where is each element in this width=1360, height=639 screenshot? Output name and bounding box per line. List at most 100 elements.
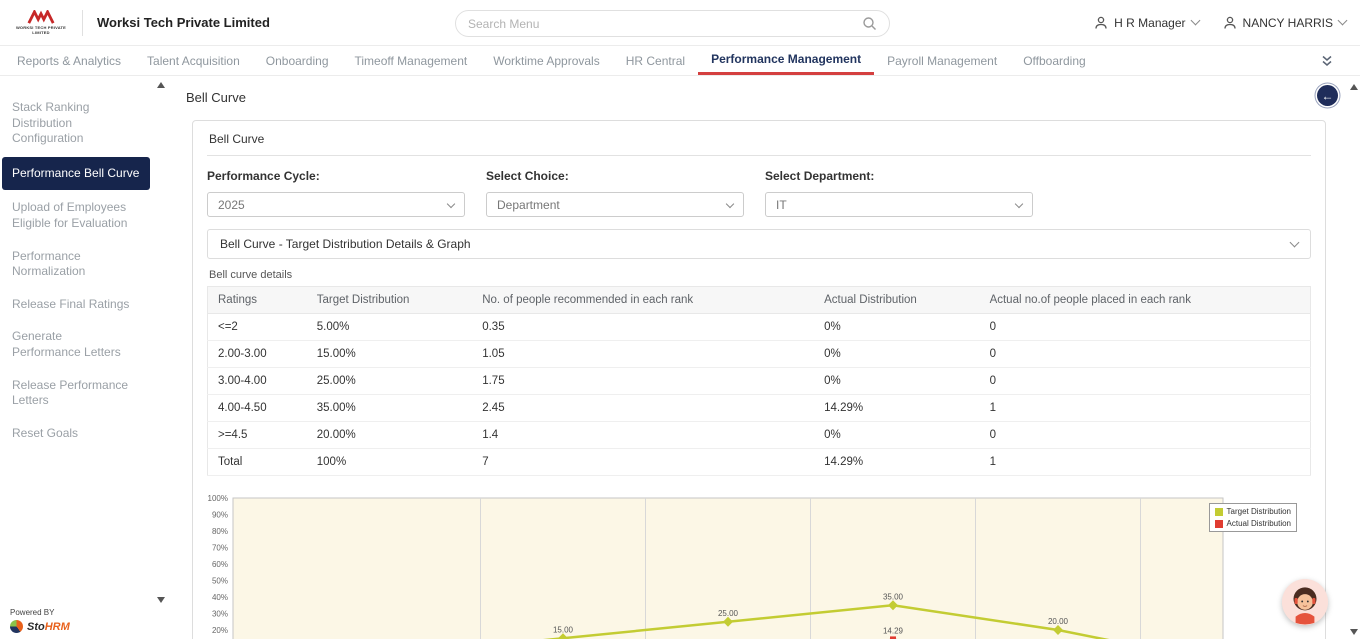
- user-icon: [1095, 16, 1107, 29]
- profile-selector[interactable]: NANCY HARRIS: [1223, 15, 1348, 30]
- svg-text:14.29: 14.29: [883, 626, 904, 635]
- logo-text: WORKSI TECH PRIVATE LIMITED: [15, 24, 67, 35]
- chart-legend: Target Distribution Actual Distribution: [1208, 503, 1297, 532]
- chevron-down-icon: [725, 199, 735, 208]
- table-cell: 15.00%: [306, 340, 473, 368]
- tab-payroll-management[interactable]: Payroll Management: [887, 53, 998, 68]
- section-header-collapsible[interactable]: Bell Curve - Target Distribution Details…: [207, 229, 1311, 259]
- sidebar-item-generate-performance-letters[interactable]: Generate Performance Letters: [12, 329, 121, 359]
- svg-text:20.00: 20.00: [1048, 617, 1069, 626]
- sidebar-item-release-final-ratings[interactable]: Release Final Ratings: [12, 296, 130, 311]
- column-header: Target Distribution: [306, 286, 473, 314]
- table-cell: 0: [979, 340, 1311, 368]
- table-row: 4.00-4.50 35.00% 2.45 14.29% 1: [207, 394, 1311, 422]
- table-cell: >=4.5: [207, 421, 307, 449]
- sidebar-item-upload-of-employees-eligible-for-evaluation[interactable]: Upload of Employees Eligible for Evaluat…: [12, 200, 128, 230]
- table-cell: 0%: [814, 340, 980, 368]
- column-header: No. of people recommended in each rank: [472, 286, 815, 314]
- page-title: Bell Curve: [186, 89, 246, 105]
- table-caption: Bell curve details: [209, 269, 293, 281]
- tab-performance-management[interactable]: Performance Management: [698, 46, 875, 75]
- svg-text:15.00: 15.00: [553, 625, 574, 634]
- legend-swatch-icon: [1214, 519, 1223, 528]
- tab-reports-analytics[interactable]: Reports & Analytics: [17, 53, 122, 68]
- select-select-department[interactable]: IT: [765, 192, 1033, 217]
- table-cell: 14.29%: [814, 394, 980, 422]
- header-divider: [82, 9, 83, 36]
- tab-offboarding[interactable]: Offboarding: [1023, 53, 1086, 68]
- table-cell: 1: [979, 394, 1311, 422]
- sidebar-item-release-performance-letters[interactable]: Release Performance Letters: [12, 377, 129, 408]
- bell-curve-chart: 0%10%20%30%40%50%60%70%80%90%100%5.0015.…: [208, 494, 1224, 639]
- role-selector[interactable]: H R Manager: [1094, 15, 1200, 30]
- select-value: IT: [776, 197, 787, 212]
- table-row: Total 100% 7 14.29% 1: [207, 448, 1311, 476]
- svg-text:20%: 20%: [212, 626, 228, 635]
- sidebar-scroll-down-icon[interactable]: [157, 597, 165, 603]
- legend-item: Target Distribution: [1214, 507, 1291, 516]
- main-content: Bell Curve ← Bell Curve Performance Cycl…: [166, 76, 1360, 639]
- chatbot-avatar[interactable]: [1282, 579, 1328, 625]
- user-name: NANCY HARRIS: [1242, 15, 1333, 30]
- tab-onboarding[interactable]: Onboarding: [265, 53, 329, 68]
- chevron-down-icon: [1289, 237, 1300, 247]
- sidebar-scroll-up-icon[interactable]: [157, 82, 165, 88]
- tab-hr-central[interactable]: HR Central: [625, 53, 686, 68]
- filter-label: Select Department:: [765, 169, 875, 183]
- table-row: <=2 5.00% 0.35 0% 0: [207, 313, 1311, 341]
- table-cell: 25.00%: [306, 367, 473, 395]
- table-cell: 0: [979, 313, 1311, 341]
- page-scroll-down-icon[interactable]: [1350, 629, 1358, 635]
- double-chevron-down-icon[interactable]: [1320, 54, 1334, 68]
- tab-talent-acquisition[interactable]: Talent Acquisition: [147, 53, 240, 68]
- header-user-area: H R Manager NANCY HARRIS: [1094, 15, 1348, 30]
- table-row: 2.00-3.00 15.00% 1.05 0% 0: [207, 340, 1311, 368]
- card-title: Bell Curve: [207, 121, 1311, 156]
- filter-performance-cycle: Performance Cycle: 2025: [207, 169, 465, 217]
- svg-text:30%: 30%: [212, 610, 228, 619]
- stohrm-logo[interactable]: StoHRM: [10, 620, 70, 633]
- bell-curve-table: Ratings Target Distribution No. of people …: [207, 286, 1311, 476]
- sidebar-item-performance-normalization[interactable]: Performance Normalization: [12, 248, 86, 279]
- chevron-down-icon: [1190, 15, 1200, 26]
- table-cell: 7: [472, 448, 815, 476]
- back-button[interactable]: ←: [1317, 85, 1338, 106]
- chevron-down-icon: [1337, 15, 1348, 26]
- company-name: Worksi Tech Private Limited: [97, 15, 270, 30]
- table-cell: 35.00%: [306, 394, 473, 422]
- table-cell: 1.4: [472, 421, 815, 449]
- table-cell: 5.00%: [306, 313, 473, 341]
- table-cell: 3.00-4.00: [207, 367, 307, 395]
- user-icon: [1223, 16, 1236, 29]
- search-input[interactable]: [468, 16, 862, 31]
- filter-label: Select Choice:: [486, 169, 569, 183]
- table-cell: 100%: [306, 448, 473, 476]
- page-scroll-up-icon[interactable]: [1350, 84, 1358, 90]
- chevron-down-icon: [1014, 199, 1024, 208]
- table-cell: 1: [979, 448, 1311, 476]
- tab-timeoff-management[interactable]: Timeoff Management: [354, 53, 468, 68]
- powered-by-label: Powered BY: [10, 608, 55, 617]
- sidebar-item-reset-goals[interactable]: Reset Goals: [12, 425, 79, 440]
- chevron-down-icon: [446, 199, 456, 208]
- table-cell: 1.75: [472, 367, 815, 395]
- company-logo[interactable]: WORKSI TECH PRIVATE LIMITED: [14, 9, 68, 35]
- svg-text:70%: 70%: [212, 544, 228, 553]
- stohrm-logo-icon: [10, 620, 23, 633]
- column-header: Actual no.of people placed in each rank: [979, 286, 1311, 314]
- tab-worktime-approvals[interactable]: Worktime Approvals: [493, 53, 600, 68]
- page-header: Bell Curve ←: [166, 76, 1360, 118]
- sidebar-item-stack-ranking-distribution-configuration[interactable]: Stack Ranking Distribution Configuration: [12, 100, 90, 146]
- filters-row: Performance Cycle: 2025 Select Choice: Depa…: [207, 156, 1311, 229]
- nav-tabs: Reports & Analytics Talent Acquisition Onb…: [4, 46, 1099, 75]
- table-cell: 0.35: [472, 313, 815, 341]
- sidebar-item-performance-bell-curve[interactable]: Performance Bell Curve: [2, 156, 150, 191]
- table-body: <=2 5.00% 0.35 0% 0 2.00-3.00 15.00% 1.05 0% 0 3.0…: [207, 313, 1311, 476]
- select-performance-cycle[interactable]: 2025: [207, 192, 465, 217]
- bell-curve-card: Bell Curve Performance Cycle: 2025 Select …: [192, 120, 1326, 639]
- select-select-choice[interactable]: Department: [486, 192, 744, 217]
- filter-select-department: Select Department: IT: [765, 169, 1033, 217]
- sidebar-items: Stack Ranking Distribution Configuration…: [0, 93, 166, 448]
- stohrm-logo-text: StoHRM: [27, 620, 70, 633]
- search-icon[interactable]: [862, 16, 877, 31]
